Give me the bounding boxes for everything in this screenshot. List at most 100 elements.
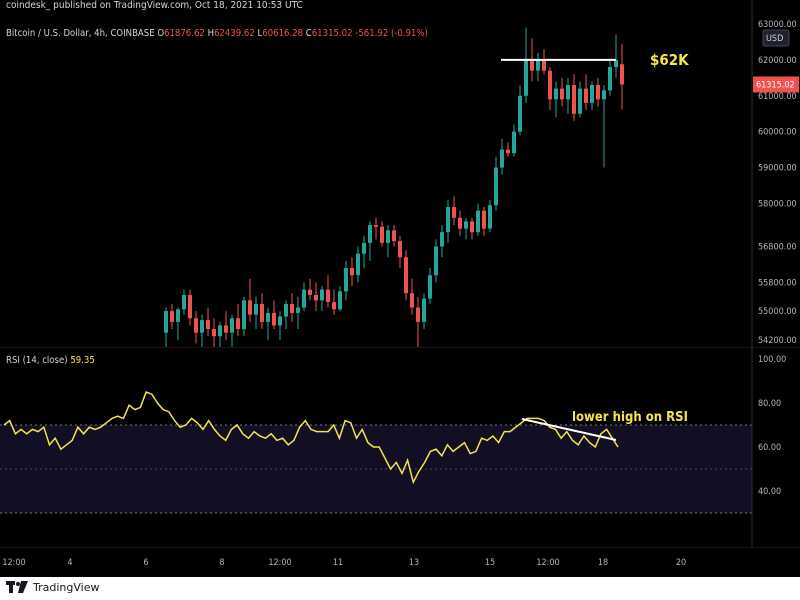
- candle-body: [302, 289, 306, 308]
- candle-body: [266, 312, 270, 322]
- candle-body: [332, 302, 336, 310]
- candle-body: [530, 59, 534, 71]
- price-pane[interactable]: $62K 63000.00 62000.00 61000.00 60000.00 590…: [0, 0, 800, 347]
- tradingview-logo-text: TradingView: [33, 581, 100, 594]
- candle-body: [428, 275, 432, 299]
- candle-body: [284, 303, 288, 317]
- price-tick-label: 61000.00: [758, 92, 797, 102]
- candle-body: [518, 95, 522, 132]
- candle-body: [440, 232, 444, 247]
- candle-body: [368, 224, 372, 243]
- tradingview-logo[interactable]: TradingView: [6, 581, 99, 594]
- rsi-annotation: lower high on RSI: [521, 410, 688, 441]
- candle-body: [524, 59, 528, 96]
- candle-body: [572, 85, 576, 114]
- price-tick-label: 59000.00: [758, 164, 797, 174]
- rsi-tick-label: 100.00: [758, 355, 786, 365]
- candle-body: [596, 85, 600, 100]
- price-tick-label: 58000.00: [758, 199, 797, 209]
- candle-body: [506, 149, 510, 154]
- candle-body: [272, 312, 276, 326]
- candle-body: [224, 325, 228, 333]
- candle-body: [614, 59, 618, 68]
- candle-body: [182, 294, 186, 310]
- candle-body: [422, 298, 426, 322]
- candle-body: [512, 131, 516, 154]
- time-tick-label: 8: [219, 558, 224, 568]
- candle-body: [314, 294, 318, 301]
- candle-body: [476, 210, 480, 233]
- candle-body: [260, 303, 264, 322]
- tradingview-logo-icon: [6, 581, 28, 594]
- candle-body: [500, 149, 504, 168]
- rsi-grid: [0, 347, 800, 514]
- candle-body: [218, 325, 222, 337]
- candle-body: [542, 59, 546, 71]
- candle-body: [566, 85, 570, 100]
- time-tick-label: 11: [333, 558, 343, 568]
- time-tick-label: 18: [598, 558, 608, 568]
- candle-body: [230, 318, 234, 333]
- candle-body: [296, 307, 300, 313]
- candle-body: [176, 309, 180, 322]
- candle-body: [320, 289, 324, 301]
- candle-body: [578, 88, 582, 114]
- candle-body: [392, 230, 396, 242]
- time-tick-label: 15: [485, 558, 495, 568]
- candle-body: [338, 291, 342, 310]
- candle-body: [410, 293, 414, 308]
- candle-body: [494, 167, 498, 206]
- candle-body: [452, 207, 456, 218]
- price-tick-label: 55000.00: [758, 307, 797, 317]
- candle-body: [554, 88, 558, 100]
- candle-body: [548, 70, 552, 100]
- price-axis: 63000.00 62000.00 61000.00 60000.00 59000.00…: [751, 0, 799, 347]
- candle-body: [362, 242, 366, 254]
- time-tick-label: 13: [409, 558, 419, 568]
- price-change: -561.92 (-0.91%): [355, 28, 428, 39]
- price-tick-label: 55800.00: [758, 278, 797, 288]
- candle-body: [236, 318, 240, 330]
- candle-body: [584, 88, 588, 103]
- currency-button: [762, 29, 790, 47]
- rsi-series-line: [3, 391, 619, 485]
- ohlc-low: L60616.28: [257, 28, 304, 39]
- rsi-pane[interactable]: lower high on RSI 100.00 80.00 60.00 40.00: [0, 347, 800, 547]
- rsi-tick-label: 40.00: [758, 487, 781, 497]
- time-tick-label: 12:00: [2, 558, 25, 568]
- candle-body: [608, 67, 612, 91]
- price-tick-label: 56800.00: [758, 243, 797, 253]
- candle-body: [164, 311, 168, 333]
- candle-body: [560, 88, 564, 100]
- price-annotation: $62K: [501, 51, 689, 69]
- time-ticks: 12:00 4 6 8 12:00 11 13 15 12:00 18 20: [0, 547, 800, 568]
- last-price-label: 61315.02: [756, 80, 795, 90]
- candle-body: [344, 268, 348, 292]
- rsi-legend-name: RSI (14, close): [6, 355, 68, 366]
- rsi-axis: 100.00 80.00 60.00 40.00: [751, 347, 786, 547]
- candles: [164, 27, 624, 347]
- candle-body: [458, 217, 462, 229]
- rsi-tick-label: 60.00: [758, 443, 781, 453]
- candle-body: [248, 300, 252, 315]
- candle-body: [464, 221, 468, 229]
- candle-body: [212, 329, 216, 337]
- ohlc-open: O61876.62: [157, 28, 205, 39]
- time-axis[interactable]: 12:00 4 6 8 12:00 11 13 15 12:00 18 20: [0, 547, 800, 577]
- symbol-name: Bitcoin / U.S. Dollar, 4h, COINBASE: [6, 28, 155, 39]
- candle-body: [404, 257, 408, 294]
- time-tick-label: 4: [67, 558, 72, 568]
- rsi-line: [3, 391, 619, 485]
- candle-body: [380, 226, 384, 243]
- candle-body: [398, 241, 402, 258]
- resistance-label: $62K: [650, 51, 689, 69]
- candle-body: [242, 300, 246, 330]
- currency-button-label: USD: [766, 34, 783, 44]
- candle-body: [386, 230, 390, 243]
- time-tick-label: 20: [676, 558, 686, 568]
- time-tick-label: 12:00: [536, 558, 559, 568]
- time-tick-label: 12:00: [268, 558, 291, 568]
- price-tick-label: 62000.00: [758, 56, 797, 66]
- candle-body: [278, 316, 282, 326]
